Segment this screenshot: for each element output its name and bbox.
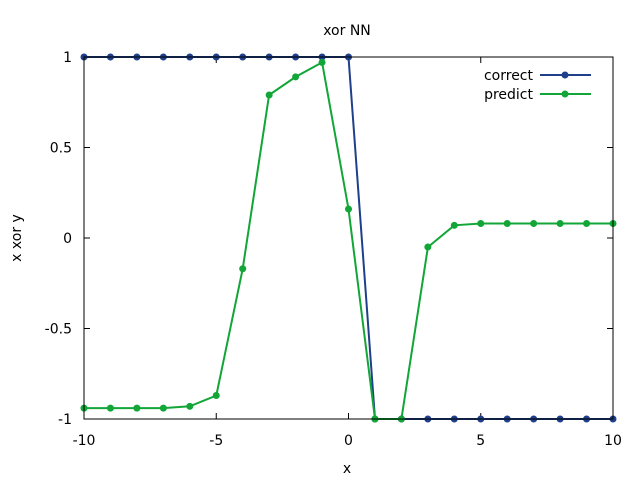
- data-point-predict: [503, 220, 511, 228]
- y-tick-label: -1: [58, 412, 72, 428]
- data-point-predict: [106, 404, 114, 412]
- data-point-predict: [477, 220, 485, 228]
- data-point-predict: [239, 265, 247, 273]
- y-tick-label: -0.5: [45, 322, 72, 338]
- y-tick-label: 0.5: [50, 141, 72, 157]
- series-line-predict: [84, 60, 613, 420]
- x-tick-label: -10: [73, 433, 96, 449]
- data-point-predict: [292, 73, 300, 81]
- legend: correct predict: [484, 68, 591, 103]
- data-point-predict: [265, 91, 273, 99]
- data-point-predict: [159, 404, 167, 412]
- legend-label-correct: correct: [484, 68, 534, 84]
- legend-marker-correct: [561, 71, 569, 79]
- data-point-predict: [133, 404, 141, 412]
- series-layer: [80, 53, 617, 423]
- axis-ticks: -10 -5 0 5 10 -1 -0.5 0 0.5 1: [45, 50, 622, 449]
- data-point-predict: [345, 205, 352, 213]
- legend-marker-predict: [561, 90, 569, 98]
- data-point-predict: [186, 402, 194, 410]
- data-point-predict: [318, 58, 326, 66]
- x-axis-label: x: [343, 461, 351, 477]
- data-point-predict: [450, 221, 458, 229]
- x-tick-label: 10: [604, 433, 622, 449]
- data-point-predict: [530, 220, 538, 228]
- x-tick-label: -5: [209, 433, 223, 449]
- data-point-predict: [212, 391, 220, 399]
- data-point-predict: [424, 243, 432, 251]
- legend-label-predict: predict: [484, 87, 533, 103]
- x-tick-label: 0: [344, 433, 353, 449]
- y-axis-label: x xor y: [9, 214, 25, 262]
- data-point-predict: [556, 220, 564, 228]
- plot-frame: [83, 56, 614, 420]
- y-tick-label: 1: [63, 50, 72, 66]
- data-point-predict: [583, 220, 591, 228]
- series-line-correct: [84, 56, 613, 420]
- y-tick-label: 0: [63, 231, 72, 247]
- chart-title: xor NN: [323, 23, 371, 39]
- x-tick-label: 5: [476, 433, 485, 449]
